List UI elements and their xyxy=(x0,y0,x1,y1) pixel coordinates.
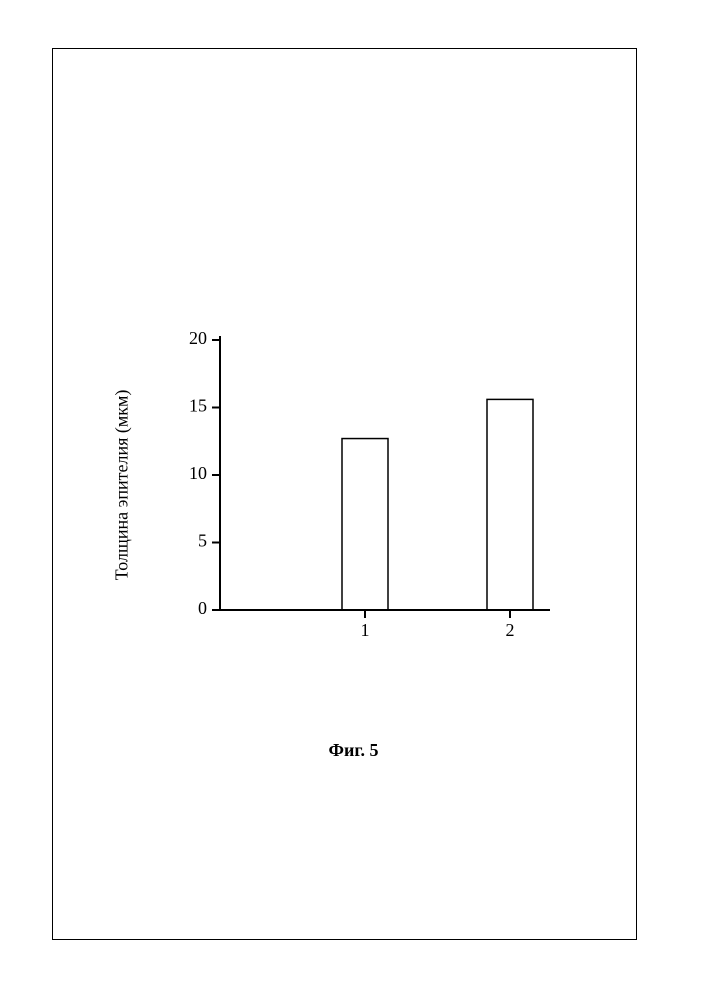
svg-text:15: 15 xyxy=(189,396,207,416)
bar-chart: Толщина эпителия (мкм) 0510152012 xyxy=(150,320,570,650)
svg-text:10: 10 xyxy=(189,463,207,483)
svg-text:0: 0 xyxy=(198,598,207,618)
svg-text:20: 20 xyxy=(189,328,207,348)
svg-text:2: 2 xyxy=(506,620,515,640)
svg-text:5: 5 xyxy=(198,531,207,551)
y-axis-label: Толщина эпителия (мкм) xyxy=(112,390,133,581)
chart-svg: 0 5 10 15 20 1 2 xyxy=(150,320,570,650)
svg-text:1: 1 xyxy=(361,620,370,640)
page: Толщина эпителия (мкм) 0 5 10 15 20 1 2 Фиг. 5 xyxy=(0,0,707,1000)
figure-caption: Фиг. 5 xyxy=(0,740,707,761)
